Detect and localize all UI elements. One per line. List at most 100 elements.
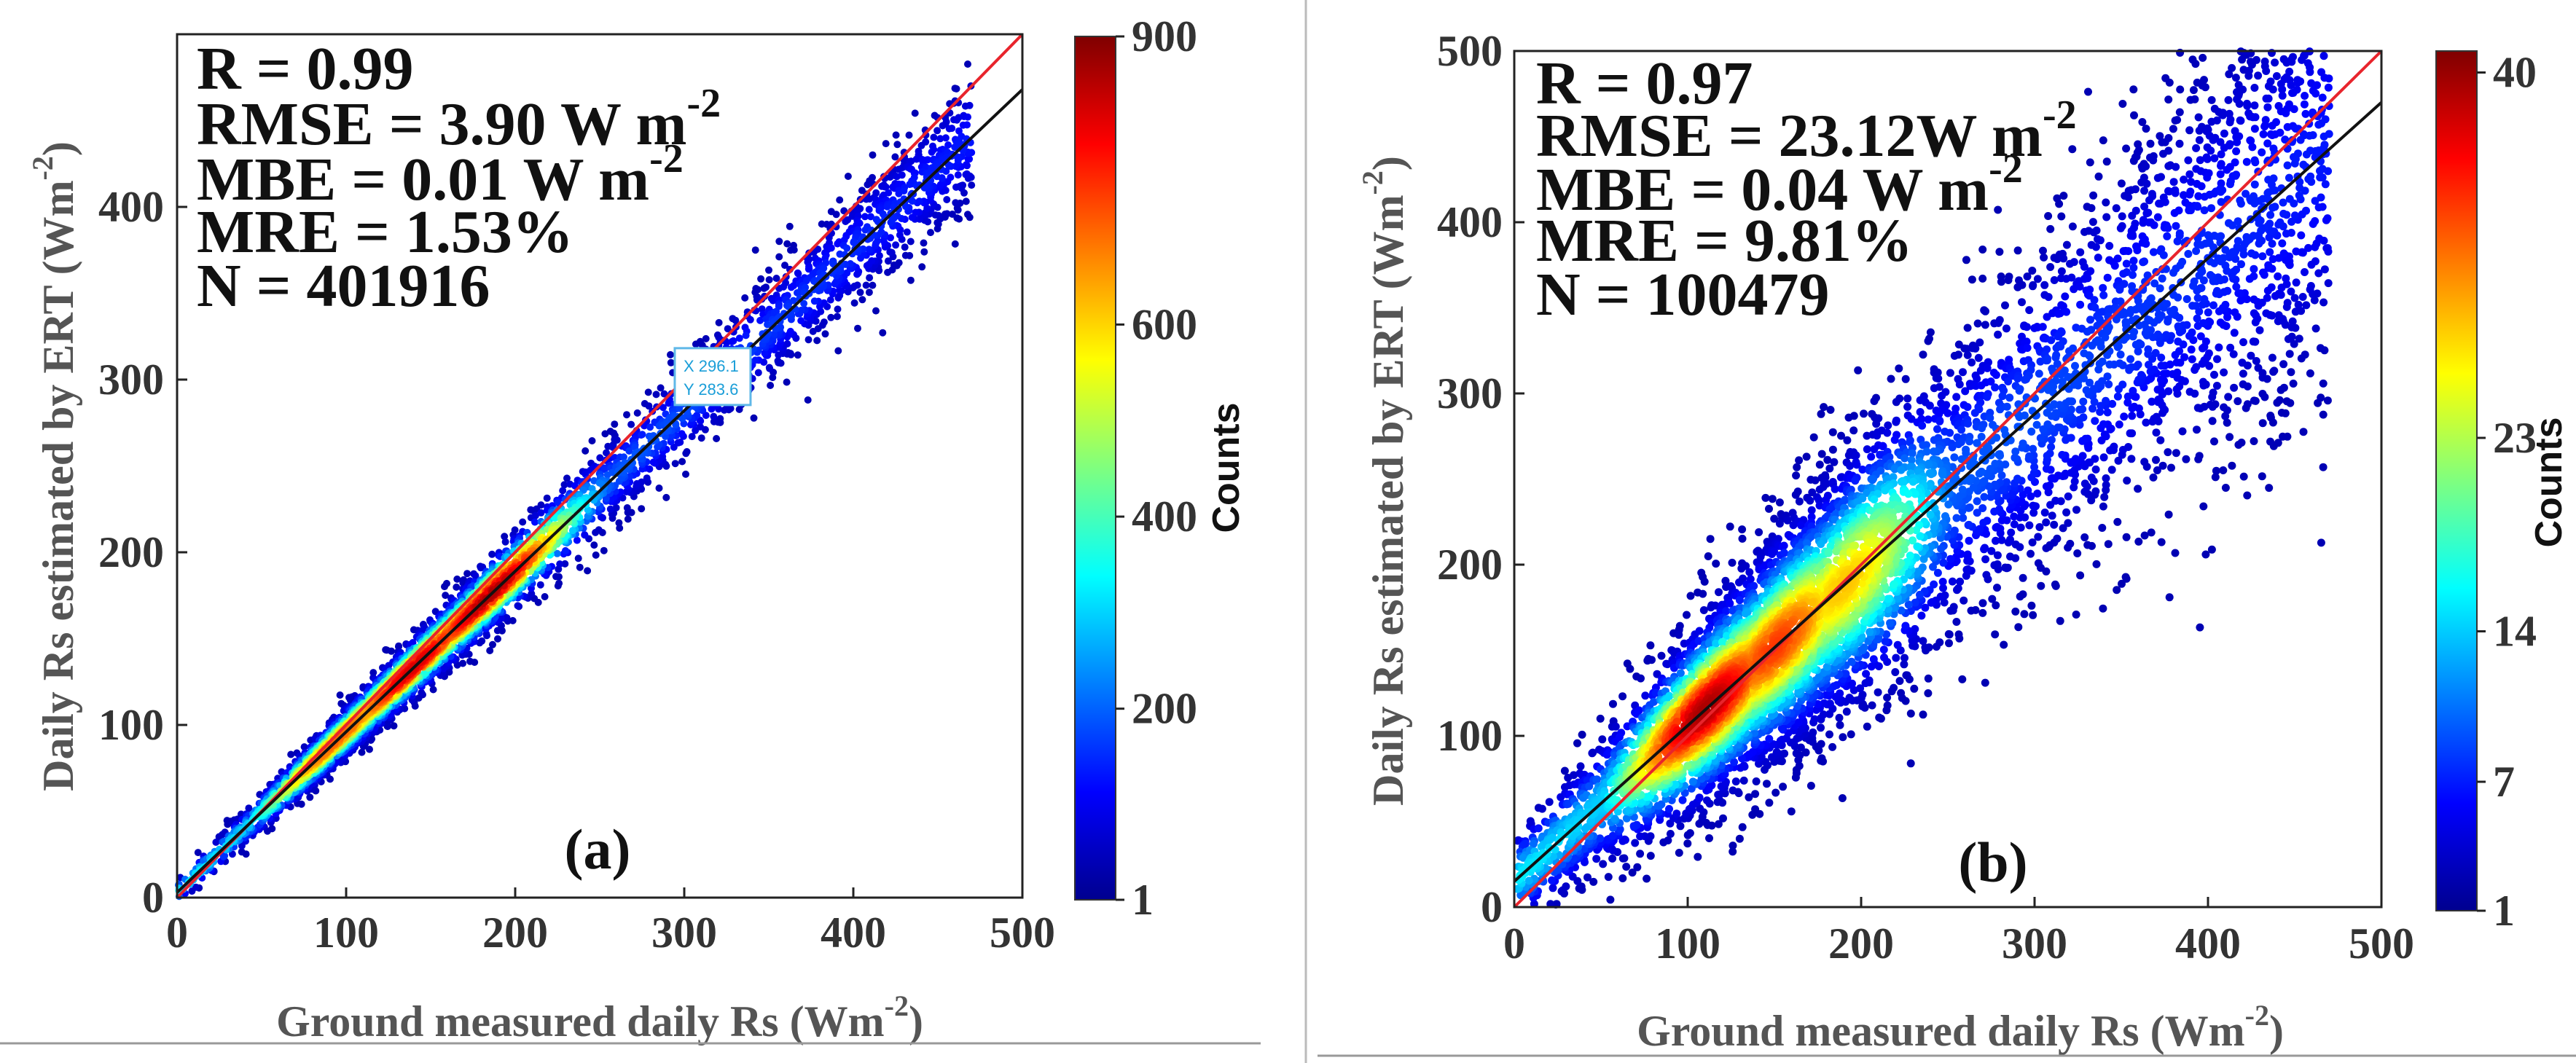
data-point-b: [2001, 563, 2010, 572]
data-point-b: [2175, 108, 2184, 117]
data-point-a: [519, 518, 527, 526]
datatip[interactable]: X 296.1 Y 283.6: [673, 347, 752, 407]
data-point-b: [2243, 491, 2252, 500]
y-tick-label: 100: [98, 701, 164, 749]
data-point-b: [2266, 412, 2275, 420]
data-point-a: [854, 324, 861, 332]
data-point-a: [678, 458, 686, 466]
data-point-b: [1981, 678, 1989, 687]
data-point-b: [1874, 688, 1882, 697]
data-point-a: [603, 449, 610, 457]
data-point-b: [1997, 278, 2005, 286]
data-point-b: [1802, 452, 1811, 461]
data-point-a: [682, 470, 689, 478]
data-point-a: [786, 327, 794, 335]
data-point-b: [2285, 350, 2294, 358]
data-point-a: [644, 388, 652, 396]
y-tick-label: 200: [98, 528, 164, 576]
data-point-b: [1902, 671, 1911, 680]
data-point-b: [1686, 829, 1694, 837]
data-point-b: [2247, 351, 2255, 360]
data-point-b: [1973, 319, 1982, 328]
data-point-b: [1659, 838, 1668, 847]
data-point-a: [948, 211, 956, 218]
data-point-b: [1982, 570, 1991, 579]
data-point-b: [1633, 863, 1642, 871]
data-point-b: [2199, 53, 2207, 62]
data-point-a: [489, 640, 496, 648]
data-point-b: [2045, 541, 2054, 549]
data-point-a: [765, 276, 773, 283]
data-point-b: [1978, 599, 1987, 608]
data-point-a: [843, 244, 851, 252]
data-point-b: [2044, 212, 2053, 220]
data-point-a: [922, 138, 930, 146]
data-point-a: [366, 745, 373, 753]
data-point-b: [2277, 409, 2286, 417]
data-point-a: [584, 567, 592, 575]
data-point-b: [1686, 592, 1695, 600]
data-point-a: [765, 364, 773, 372]
data-point-a: [918, 263, 926, 271]
data-point-b: [1637, 674, 1645, 683]
data-point-a: [667, 358, 675, 366]
data-point-b: [2225, 433, 2234, 442]
data-point-b: [2084, 87, 2092, 96]
data-point-b: [1842, 707, 1851, 716]
data-point-a: [869, 151, 877, 159]
data-point-b: [2323, 396, 2332, 405]
data-point-b: [2019, 573, 2027, 582]
data-point-b: [1994, 318, 2003, 327]
data-point-b: [1715, 588, 1723, 597]
data-point-b: [1895, 677, 1904, 686]
data-point-b: [1906, 759, 1915, 768]
data-point-b: [2319, 410, 2328, 419]
data-point-b: [2201, 83, 2209, 92]
data-point-a: [735, 334, 743, 342]
data-point-a: [966, 101, 974, 109]
data-point-b: [2258, 472, 2266, 481]
data-point-a: [615, 519, 623, 527]
data-point-b: [2029, 611, 2037, 619]
data-point-b: [2062, 508, 2071, 517]
data-point-a: [892, 241, 900, 249]
data-point-b: [2083, 541, 2092, 549]
data-point-a: [754, 286, 762, 294]
data-point-b: [2091, 487, 2100, 495]
data-point-a: [964, 211, 971, 219]
data-point-b: [1949, 603, 1958, 611]
data-point-b: [2076, 248, 2085, 256]
data-point-b: [2102, 157, 2111, 166]
data-point-b: [2230, 383, 2239, 392]
data-point-a: [662, 493, 670, 501]
data-point-b: [2239, 472, 2248, 481]
data-point-b: [1826, 406, 1835, 414]
data-point-a: [892, 131, 900, 139]
data-point-b: [1606, 895, 1615, 904]
data-point-b: [2295, 334, 2303, 343]
data-point-a: [624, 515, 632, 523]
data-point-a: [775, 238, 783, 246]
data-point-b: [2124, 193, 2133, 202]
data-point-b: [1738, 534, 1747, 543]
data-point-b: [2194, 113, 2203, 122]
data-point-a: [832, 211, 840, 219]
data-point-b: [1924, 689, 1933, 697]
data-point-b: [2102, 213, 2111, 221]
data-point-a: [754, 369, 762, 377]
data-point-a: [751, 246, 759, 254]
datatip-x-value: X 296.1: [684, 357, 739, 375]
colorbar-tick-label: 1: [1132, 876, 1154, 924]
data-point-b: [1946, 369, 1954, 377]
data-point-b: [2207, 545, 2216, 554]
data-point-b: [1705, 834, 1713, 842]
data-point-b: [1675, 630, 1683, 639]
data-point-b: [2066, 539, 2075, 548]
data-point-b: [2088, 218, 2097, 227]
data-point-b: [2057, 267, 2066, 275]
data-point-b: [2299, 428, 2308, 436]
data-point-a: [886, 248, 894, 256]
data-point-b: [1611, 722, 1620, 731]
data-point-a: [850, 282, 858, 290]
data-point-a: [660, 390, 668, 398]
